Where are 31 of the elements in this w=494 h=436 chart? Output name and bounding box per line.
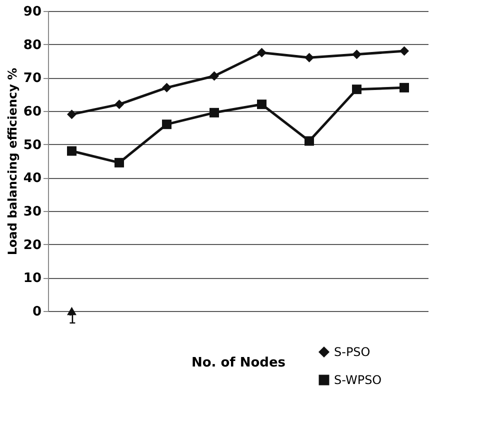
point: [114, 100, 124, 110]
point: [304, 136, 314, 146]
point: [162, 82, 172, 92]
point: [352, 84, 362, 94]
y-tick-label: 90: [23, 4, 42, 20]
y-tick-label: 70: [23, 71, 42, 86]
point: [352, 50, 362, 60]
point: [210, 71, 219, 81]
point: [400, 82, 409, 92]
point: [304, 52, 314, 62]
point: [210, 108, 219, 118]
y-tick-label: 50: [23, 138, 42, 153]
legend-label: S-PSO: [334, 345, 370, 359]
legend-label: S-WPSO: [334, 373, 382, 387]
point: [162, 120, 172, 130]
y-tick-label: 20: [23, 238, 42, 253]
point: [257, 48, 266, 58]
point: [67, 306, 76, 316]
point: [67, 146, 76, 156]
point: [67, 110, 76, 120]
y-tick-label: 40: [23, 171, 42, 186]
y-tick-label: 10: [23, 271, 42, 286]
y-tick-label: 60: [23, 104, 42, 120]
y-tick-label: 0: [32, 304, 42, 320]
point: [257, 100, 266, 110]
y-tick-label: 80: [23, 38, 42, 53]
point: [400, 46, 409, 56]
point: [114, 158, 124, 168]
y-axis-title: Load balancing efficiency %: [5, 68, 20, 256]
y-tick-label: 30: [23, 204, 42, 220]
x-axis-title: No. of Nodes: [191, 356, 286, 370]
